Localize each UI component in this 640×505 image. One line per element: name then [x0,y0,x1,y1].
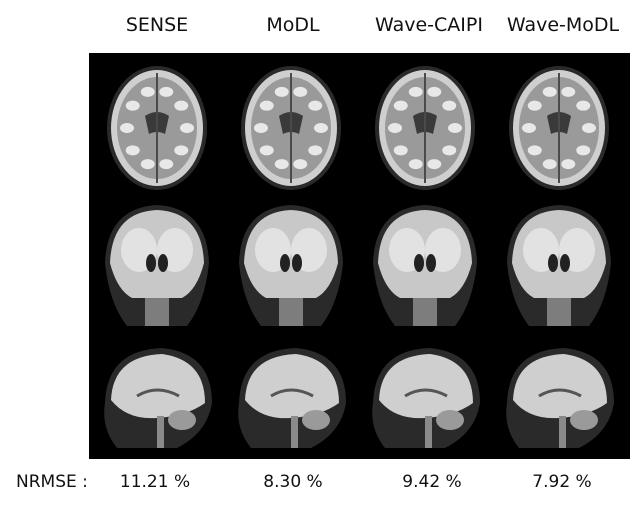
mri-slice-sagittal-3 [506,348,614,448]
mri-slice-sagittal-0 [104,348,212,448]
column-header-wave-modl: Wave-MoDL [506,14,620,36]
nrmse-label: NRMSE : [16,472,88,492]
nrmse-value-wave-caipi: 9.42 % [402,472,462,492]
column-header-sense: SENSE [125,14,189,36]
nrmse-value-wave-modl: 7.92 % [532,472,592,492]
mri-slice-coronal-2 [373,205,477,326]
mri-slice-axial-2 [375,66,475,190]
mri-slice-sagittal-1 [238,348,346,448]
mri-slice-coronal-3 [507,205,611,326]
mri-slice-sagittal-2 [372,348,480,448]
nrmse-value-sense: 11.21 % [119,472,191,492]
mri-grid-svg [104,66,614,448]
mri-slice-coronal-0 [105,205,209,326]
nrmse-value-modl: 8.30 % [263,472,323,492]
mri-slice-axial-3 [509,66,609,190]
column-header-wave-caipi: Wave-CAIPI [375,14,483,36]
mri-slice-coronal-1 [239,205,343,326]
mri-slice-axial-0 [107,66,207,190]
column-header-modl: MoDL [266,14,320,36]
mri-image-grid [89,53,630,459]
mri-slice-axial-1 [241,66,341,190]
